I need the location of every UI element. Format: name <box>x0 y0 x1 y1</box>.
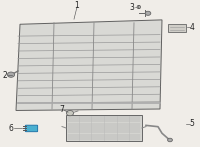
Circle shape <box>7 72 15 77</box>
Text: 3: 3 <box>130 3 134 12</box>
Polygon shape <box>16 20 162 110</box>
Circle shape <box>145 11 151 15</box>
Text: 2: 2 <box>2 71 7 80</box>
Text: 5: 5 <box>189 119 194 128</box>
Text: 7: 7 <box>60 105 64 114</box>
Circle shape <box>66 110 74 116</box>
FancyBboxPatch shape <box>66 115 142 141</box>
Text: -⊕: -⊕ <box>134 5 142 10</box>
Text: 1: 1 <box>75 1 79 10</box>
FancyBboxPatch shape <box>168 24 186 32</box>
Text: 6: 6 <box>9 124 13 133</box>
FancyBboxPatch shape <box>25 125 38 132</box>
Text: 4: 4 <box>189 23 194 32</box>
Circle shape <box>168 138 172 142</box>
